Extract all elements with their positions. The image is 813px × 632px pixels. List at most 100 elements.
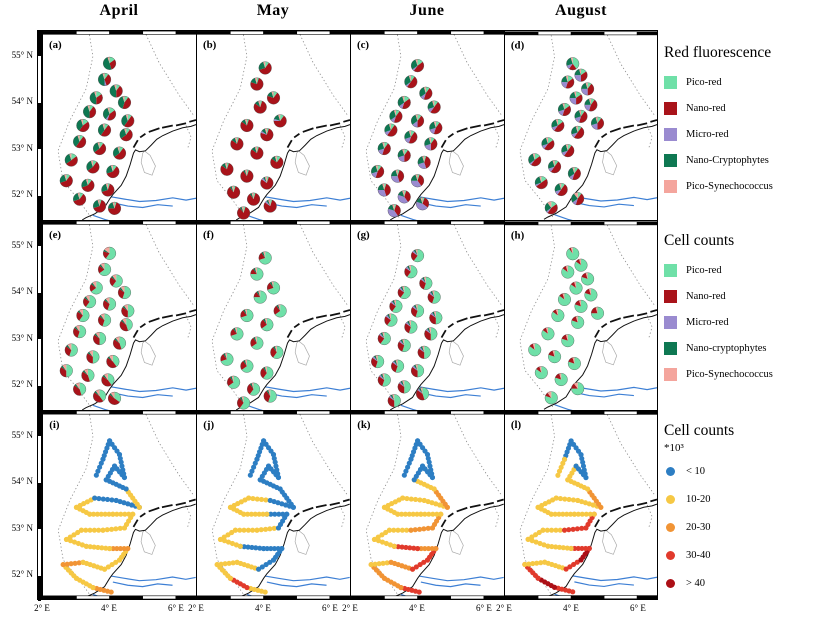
legend-cell-counts-track: Cell counts *10³ < 10 10-20 20-30 30-40 … — [664, 422, 813, 606]
wadden-island — [302, 127, 314, 133]
wadden-island — [447, 323, 454, 329]
station-pie — [557, 293, 571, 306]
frame-degree-bar-horizontal — [351, 31, 504, 35]
panel-label: (e) — [49, 229, 61, 241]
legend-item-label: Nano-red — [686, 291, 726, 302]
station-pie — [260, 318, 274, 332]
map-canvas: (l) — [505, 411, 657, 599]
frame-degree-bar-horizontal — [505, 411, 657, 415]
wadden-island — [609, 506, 621, 513]
station-pie — [561, 334, 575, 348]
wadden-island — [650, 119, 657, 123]
legend-red-fluorescence: Red fluorescence Pico-red Nano-red Micro… — [664, 44, 813, 206]
map-canvas: (k) — [351, 411, 504, 599]
wadden-island — [496, 498, 504, 503]
map-row-track: 55° N 54° N 53° N 52° N (i) (j) (k) (l) — [0, 410, 658, 601]
column-title-august: August — [555, 2, 607, 19]
legend-item: Nano-cryptophytes — [664, 342, 813, 355]
frame-degree-bar-vertical — [37, 220, 42, 411]
x-axis-col-3: 2° E 4° E 6° E — [342, 600, 504, 620]
station-pie — [266, 91, 281, 105]
ijsselmeer-outline — [140, 529, 156, 555]
station-pie — [551, 309, 565, 322]
station-pie — [384, 313, 398, 327]
frame-degree-bar-horizontal — [197, 31, 350, 35]
wadden-island — [148, 127, 160, 133]
station-pie — [561, 265, 575, 279]
station-pie — [410, 249, 425, 263]
station-pie — [574, 299, 588, 313]
station-pie — [76, 118, 90, 133]
wadden-island — [594, 139, 600, 148]
map-row-cell-counts: 55° N 54° N 53° N 52° N (e) (f) (g) (h) — [0, 220, 658, 411]
station-pie — [273, 114, 287, 128]
station-pie — [247, 192, 261, 206]
station-pie — [112, 146, 127, 160]
station-pie — [117, 285, 132, 300]
station-pie — [64, 343, 78, 357]
wadden-island — [139, 323, 146, 329]
station-pie — [397, 285, 411, 300]
coastline — [235, 309, 350, 410]
station-pie — [377, 331, 391, 346]
wadden-island — [286, 139, 293, 149]
wadden-island — [175, 312, 187, 317]
x-axis-label: 4° E — [255, 603, 271, 613]
station-pie — [250, 77, 264, 91]
frame-degree-bar-vertical — [37, 30, 42, 221]
x-axis-label: 6° E — [475, 603, 492, 613]
micro-red-swatch — [664, 316, 677, 329]
wadden-island — [623, 124, 635, 129]
station-pie — [571, 125, 585, 139]
station-pie — [86, 350, 100, 364]
wadden-island — [483, 312, 495, 317]
wadden-island — [188, 498, 196, 503]
station-pie — [404, 75, 418, 89]
station-pie — [410, 174, 425, 188]
station-pie — [569, 281, 583, 295]
ijsselmeer-outline — [294, 150, 310, 176]
station-pie — [415, 197, 430, 211]
station-pie — [263, 389, 277, 403]
panel-h-cell-counts-august: (h) — [504, 220, 658, 410]
legend-title-track: Cell counts — [664, 422, 735, 439]
panel-i-track-april: (i) — [42, 410, 196, 600]
x-axis-label: 6° E — [629, 603, 646, 613]
station-pie — [227, 375, 241, 389]
wadden-island — [483, 122, 495, 127]
station-pie — [240, 169, 254, 183]
wadden-island — [286, 519, 293, 528]
station-pie — [389, 299, 403, 313]
wadden-island — [623, 504, 635, 509]
rivers — [92, 386, 196, 410]
station-pie — [98, 313, 112, 327]
wadden-island — [440, 519, 447, 528]
panel-k-track-june: (k) — [350, 410, 504, 600]
rivers — [554, 385, 657, 410]
station-pie — [377, 183, 391, 197]
station-pie — [404, 130, 418, 144]
pico-red-swatch — [664, 76, 677, 89]
station-pie — [541, 327, 555, 341]
panel-g-cell-counts-june: (g) — [350, 220, 504, 410]
station-pie — [102, 297, 117, 311]
rivers — [554, 195, 657, 220]
ijsselmeer-outline — [448, 340, 464, 366]
panel-l-track-august: (l) — [504, 410, 658, 600]
rivers — [246, 196, 350, 220]
panel-c-red-fluorescence-june: (c) — [350, 30, 504, 220]
y-axis-label: 52° N — [11, 569, 33, 579]
station-pie — [230, 137, 244, 151]
station-pie — [566, 57, 580, 71]
wadden-island — [623, 314, 635, 319]
frame-degree-bar-vertical — [37, 410, 42, 601]
y-axis-label: 52° N — [11, 189, 33, 199]
frame-degree-bar-horizontal — [505, 221, 657, 226]
wadden-island — [148, 317, 160, 323]
rivers — [400, 386, 504, 410]
station-pie — [237, 396, 251, 410]
column-headers: April May June August — [0, 2, 658, 28]
eez-boundary-lines — [519, 31, 656, 218]
x-axis-label: 4° E — [101, 603, 117, 613]
